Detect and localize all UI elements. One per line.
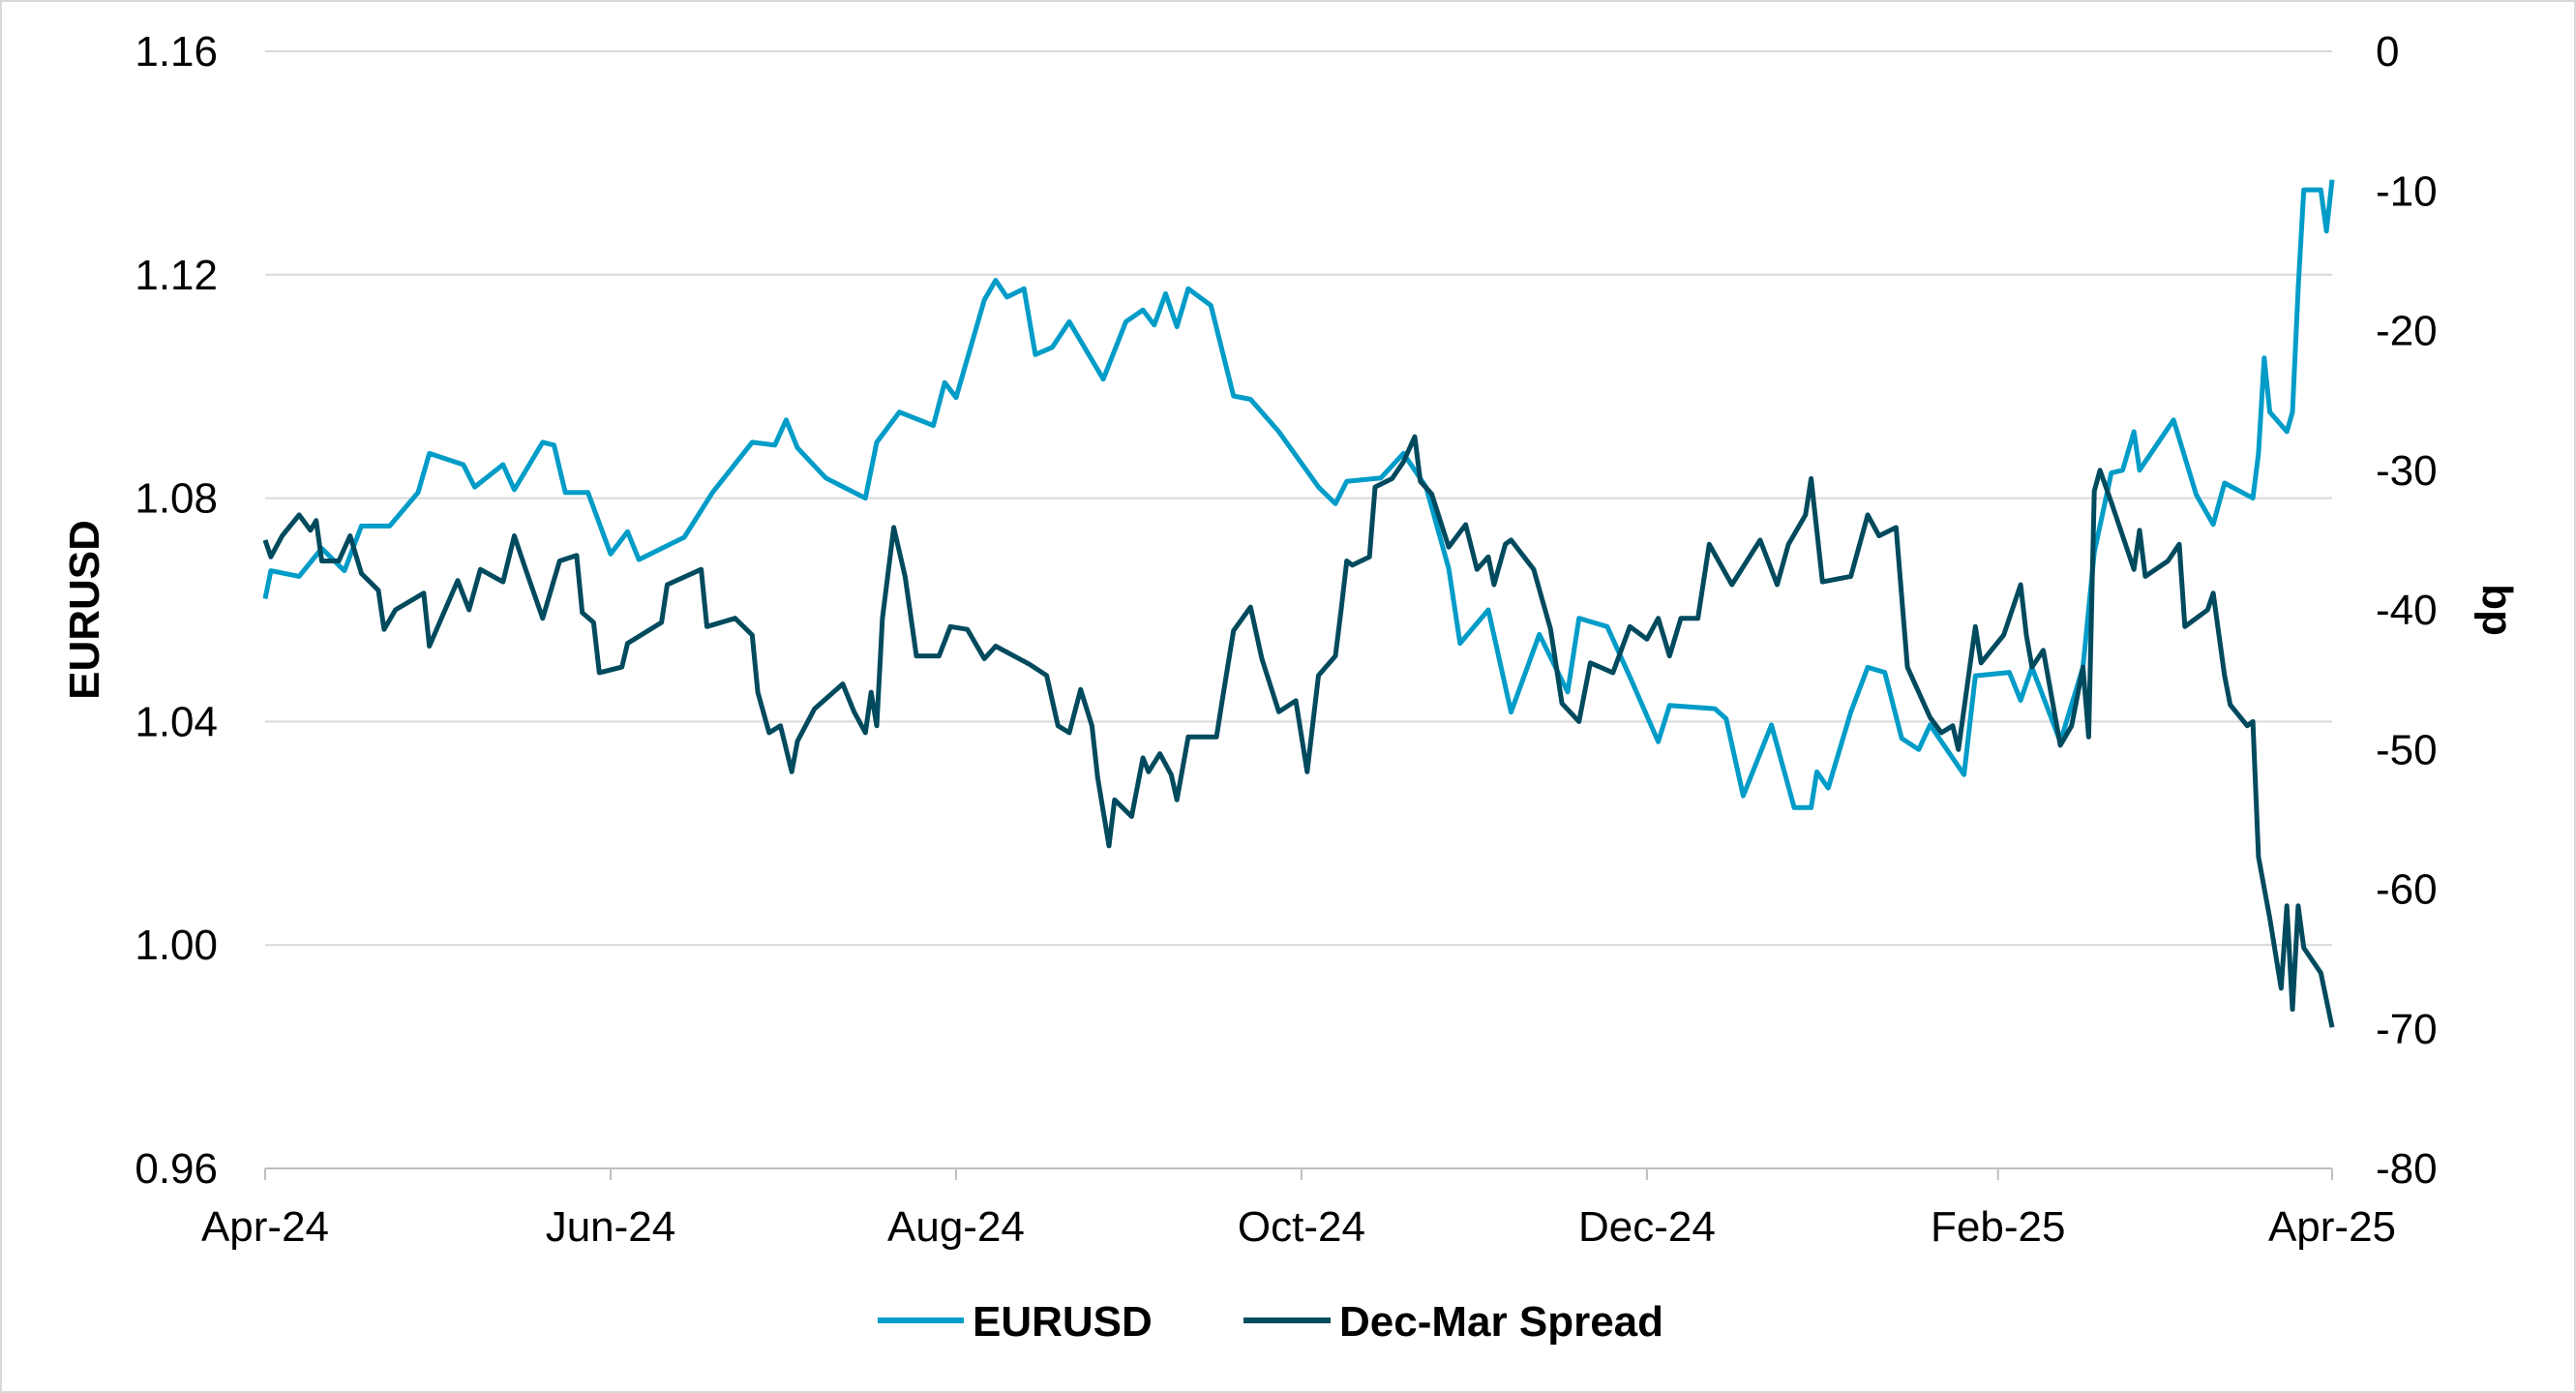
- x-tick-label: Dec-24: [1578, 1203, 1716, 1251]
- legend-label-eurusd: EURUSD: [973, 1298, 1153, 1346]
- axes: 0.96 1.00 1.04 1.08 1.12 1.16 -80 -70 -60 -50 -40 -…: [135, 28, 2437, 1251]
- x-tick-label: Feb-25: [1931, 1203, 2065, 1251]
- y-right-tick-label: -30: [2376, 447, 2438, 495]
- y-right-tick-label: -10: [2376, 167, 2438, 215]
- y-right-tick-label: -70: [2376, 1006, 2438, 1053]
- y-left-tick-label: 1.00: [135, 922, 218, 969]
- y-axis-left-title: EURUSD: [61, 520, 108, 700]
- x-tick-label: Apr-24: [201, 1203, 329, 1251]
- series-lines: [262, 179, 2335, 1028]
- x-tick-label: Apr-25: [2268, 1203, 2396, 1251]
- x-tick-label: Aug-24: [887, 1203, 1025, 1251]
- y-left-tick-label: 1.16: [135, 28, 218, 76]
- legend: EURUSD Dec-Mar Spread: [878, 1298, 1663, 1346]
- x-tick-label: Jun-24: [546, 1203, 676, 1251]
- y-right-tick-label: -50: [2376, 726, 2438, 773]
- y-right-tick-label: -60: [2376, 866, 2438, 914]
- y-right-tick-label: -20: [2376, 308, 2438, 355]
- y-left-tick-label: 1.08: [135, 475, 218, 523]
- y-right-tick-label: 0: [2376, 28, 2399, 76]
- y-left-tick-label: 1.12: [135, 252, 218, 299]
- series-line-eurusd: [262, 179, 2335, 810]
- y-right-tick-label: -40: [2376, 587, 2438, 634]
- y-axis-right-title: bp: [2473, 584, 2521, 636]
- y-right-tick-label: -80: [2376, 1145, 2438, 1193]
- gridlines: [265, 50, 2332, 947]
- y-left-tick-label: 0.96: [135, 1145, 218, 1193]
- x-tick-label: Oct-24: [1238, 1203, 1365, 1251]
- y-left-tick-label: 1.04: [135, 698, 218, 745]
- legend-label-dec-mar-spread: Dec-Mar Spread: [1339, 1298, 1663, 1346]
- series-line-dec-mar-spread: [262, 434, 2335, 1028]
